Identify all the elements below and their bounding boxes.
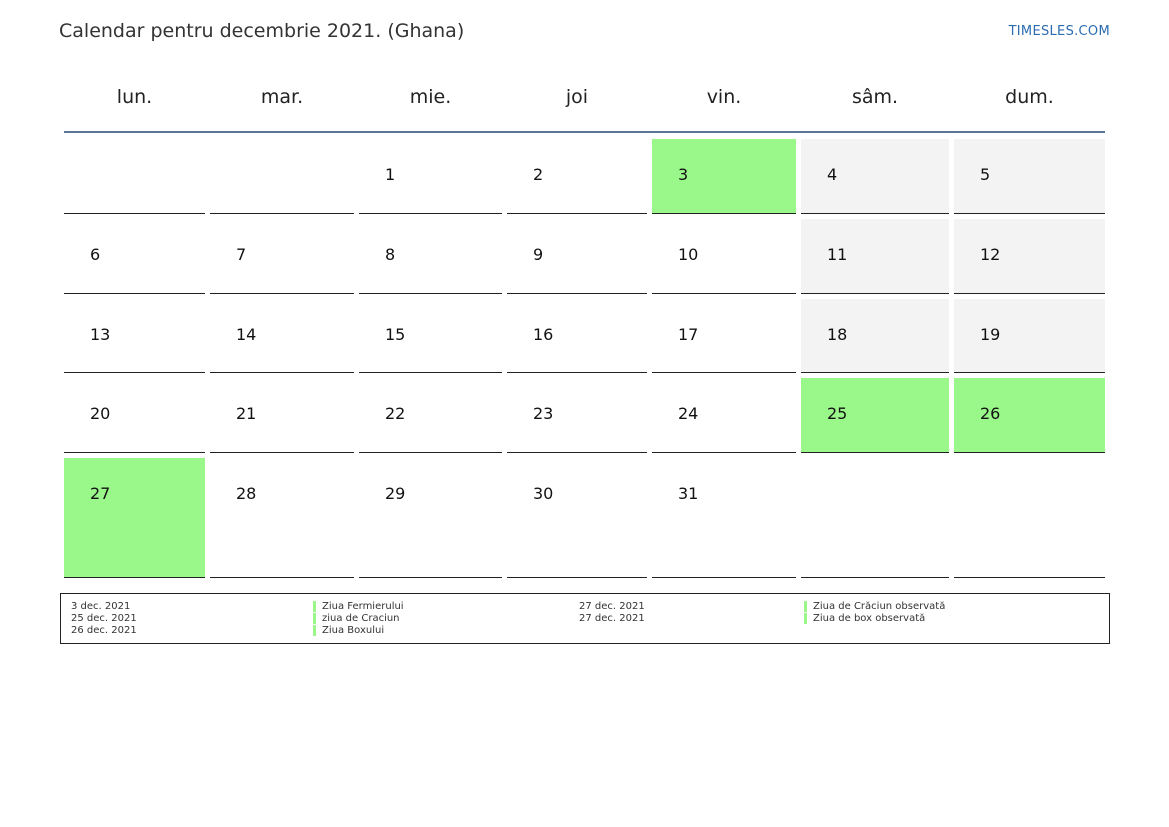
- day-number: 21: [236, 404, 257, 423]
- day-cell: [954, 458, 1105, 578]
- day-cell: 9: [507, 219, 647, 294]
- header-divider: [64, 131, 1105, 133]
- weekday-label: vin.: [706, 86, 742, 108]
- weekday-label: mar.: [260, 86, 304, 108]
- day-cell: 23: [507, 378, 647, 453]
- day-cell: 7: [210, 219, 354, 294]
- day-cell: 4: [801, 139, 949, 214]
- legend-holiday-name: Ziua Fermierului: [313, 601, 404, 612]
- day-cell: 18: [801, 299, 949, 373]
- day-number: 22: [385, 404, 406, 423]
- brand-link[interactable]: TIMESLES.COM: [1008, 24, 1110, 39]
- day-number: 23: [533, 404, 554, 423]
- legend-holiday-name: Ziua de Crăciun observată: [804, 601, 945, 612]
- legend-holiday-name: ziua de Craciun: [313, 613, 400, 624]
- day-cell: 1: [359, 139, 502, 214]
- day-number: 8: [385, 245, 396, 264]
- day-cell: 31: [652, 458, 796, 578]
- day-cell: 8: [359, 219, 502, 294]
- day-number: 24: [678, 404, 699, 423]
- day-cell: 17: [652, 299, 796, 373]
- day-number: 14: [236, 325, 257, 344]
- day-cell: 21: [210, 378, 354, 453]
- legend-date: 27 dec. 2021: [579, 601, 645, 612]
- day-number: 25: [827, 404, 848, 423]
- day-cell: 5: [954, 139, 1105, 214]
- legend-date: 26 dec. 2021: [71, 625, 137, 636]
- day-number: 15: [385, 325, 406, 344]
- day-number: 2: [533, 165, 544, 184]
- day-cell: 16: [507, 299, 647, 373]
- day-number: 11: [827, 245, 848, 264]
- day-cell: 14: [210, 299, 354, 373]
- holiday-legend: 3 dec. 2021 Ziua Fermierului 25 dec. 2021 z…: [60, 593, 1110, 644]
- day-number: 10: [678, 245, 699, 264]
- day-number: 28: [236, 484, 257, 503]
- day-cell: 27: [64, 458, 205, 578]
- day-number: 13: [90, 325, 111, 344]
- day-cell: 22: [359, 378, 502, 453]
- day-cell: 12: [954, 219, 1105, 294]
- weekday-label: mie.: [409, 86, 452, 108]
- legend-date: 3 dec. 2021: [71, 601, 131, 612]
- day-cell: 11: [801, 219, 949, 294]
- day-number: 12: [980, 245, 1001, 264]
- legend-date: 25 dec. 2021: [71, 613, 137, 624]
- day-number: 31: [678, 484, 699, 503]
- day-cell: 20: [64, 378, 205, 453]
- day-cell: 6: [64, 219, 205, 294]
- day-number: 3: [678, 165, 689, 184]
- day-cell: 13: [64, 299, 205, 373]
- legend-holiday-name: Ziua Boxului: [313, 625, 384, 636]
- legend-date: 27 dec. 2021: [579, 613, 645, 624]
- day-number: 30: [533, 484, 554, 503]
- day-cell: 25: [801, 378, 949, 453]
- day-number: 5: [980, 165, 991, 184]
- weekday-label: dum.: [1005, 86, 1054, 108]
- day-number: 18: [827, 325, 848, 344]
- day-number: 9: [533, 245, 544, 264]
- day-cell: 28: [210, 458, 354, 578]
- day-cell: 15: [359, 299, 502, 373]
- day-number: 29: [385, 484, 406, 503]
- day-number: 6: [90, 245, 101, 264]
- day-cell: 2: [507, 139, 647, 214]
- weekday-label: joi: [565, 86, 589, 108]
- day-cell: 26: [954, 378, 1105, 453]
- legend-holiday-name: Ziua de box observată: [804, 613, 925, 624]
- day-number: 26: [980, 404, 1001, 423]
- day-cell: 3: [652, 139, 796, 214]
- day-cell: 24: [652, 378, 796, 453]
- page-title: Calendar pentru decembrie 2021. (Ghana): [59, 20, 465, 42]
- day-number: 4: [827, 165, 838, 184]
- day-cell: [210, 139, 354, 214]
- day-number: 7: [236, 245, 247, 264]
- day-cell: [64, 139, 205, 214]
- day-number: 19: [980, 325, 1001, 344]
- weekday-label: lun.: [116, 86, 153, 108]
- day-cell: 30: [507, 458, 647, 578]
- day-cell: 10: [652, 219, 796, 294]
- day-number: 17: [678, 325, 699, 344]
- day-number: 1: [385, 165, 396, 184]
- day-cell: [801, 458, 949, 578]
- weekday-label: sâm.: [851, 86, 899, 108]
- day-number: 20: [90, 404, 111, 423]
- day-number: 27: [90, 484, 111, 503]
- day-cell: 29: [359, 458, 502, 578]
- day-cell: 19: [954, 299, 1105, 373]
- day-number: 16: [533, 325, 554, 344]
